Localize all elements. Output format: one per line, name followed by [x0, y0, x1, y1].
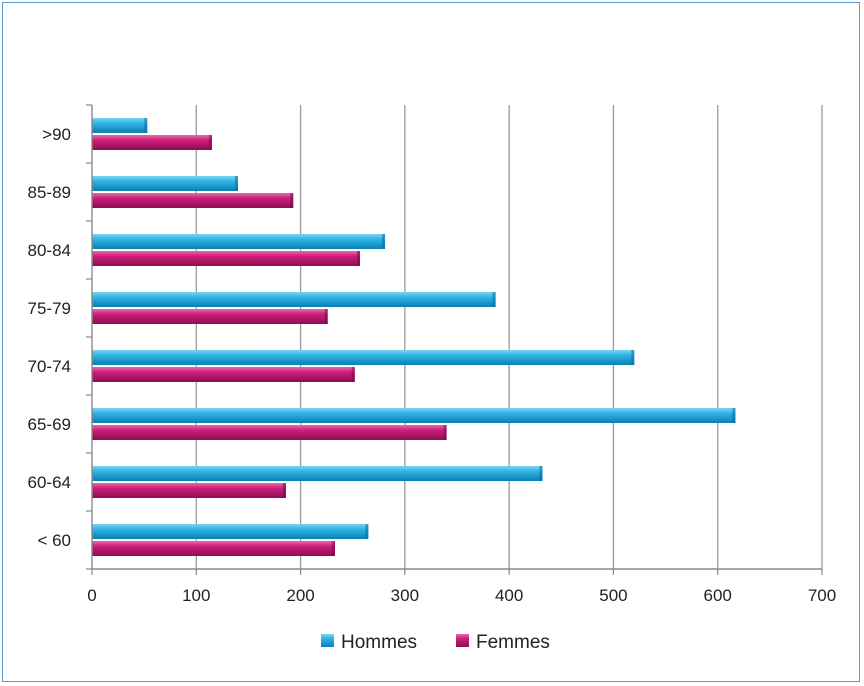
- x-tick-label-500: 500: [599, 586, 627, 605]
- bar-femmes-5: [92, 251, 361, 266]
- legend: Hommes Femmes: [321, 632, 550, 653]
- bar-cap-femmes-6: [290, 193, 294, 208]
- x-tick-label-100: 100: [182, 586, 210, 605]
- bar-cap-femmes-0: [331, 541, 335, 556]
- x-tick-label-400: 400: [495, 586, 523, 605]
- bar-femmes-7: [92, 135, 212, 150]
- bar-cap-hommes-7: [144, 118, 148, 133]
- axes: [86, 104, 823, 575]
- y-tick-label-7: >90: [42, 125, 71, 144]
- bar-femmes-0: [92, 541, 335, 556]
- bar-cap-femmes-2: [443, 425, 447, 440]
- legend-swatch-hommes: [321, 634, 334, 647]
- legend-swatch-femmes: [456, 634, 469, 647]
- bar-femmes-3: [92, 367, 355, 382]
- y-tick-label-3: 70-74: [28, 357, 71, 376]
- bar-femmes-6: [92, 193, 294, 208]
- x-tick-label-600: 600: [704, 586, 732, 605]
- bar-femmes-4: [92, 309, 328, 324]
- x-tick-label-300: 300: [391, 586, 419, 605]
- bar-cap-hommes-0: [365, 524, 369, 539]
- bar-cap-hommes-1: [539, 466, 543, 481]
- bar-hommes-1: [92, 466, 543, 481]
- bar-cap-femmes-4: [324, 309, 328, 324]
- bar-hommes-4: [92, 292, 496, 307]
- bar-cap-femmes-1: [282, 483, 286, 498]
- bar-cap-hommes-4: [492, 292, 496, 307]
- bar-cap-hommes-2: [732, 408, 736, 423]
- x-tick-labels: 0 100 200 300 400 500 600 700: [87, 586, 836, 605]
- bar-hommes-6: [92, 176, 238, 191]
- x-tick-label-0: 0: [87, 586, 96, 605]
- y-tick-label-6: 85-89: [28, 183, 71, 202]
- bars: [92, 118, 736, 556]
- bar-cap-femmes-7: [208, 135, 212, 150]
- x-tick-label-200: 200: [286, 586, 314, 605]
- bar-hommes-5: [92, 234, 386, 249]
- bar-chart: < 60 60-64 65-69 70-74 75-79 80-84 85-89 >90 0 1…: [28, 104, 836, 653]
- bar-femmes-1: [92, 483, 286, 498]
- y-tick-label-4: 75-79: [28, 299, 71, 318]
- y-tick-label-2: 65-69: [28, 415, 71, 434]
- legend-label-hommes: Hommes: [341, 632, 417, 653]
- y-tick-label-1: 60-64: [28, 473, 71, 492]
- gridlines: [195, 105, 823, 569]
- y-tick-labels: < 60 60-64 65-69 70-74 75-79 80-84 85-89 >90: [28, 125, 71, 550]
- x-tick-label-700: 700: [808, 586, 836, 605]
- bar-femmes-2: [92, 425, 447, 440]
- bar-cap-femmes-3: [351, 367, 355, 382]
- bar-hommes-7: [92, 118, 148, 133]
- bar-cap-femmes-5: [357, 251, 361, 266]
- bar-cap-hommes-5: [382, 234, 386, 249]
- bar-hommes-3: [92, 350, 635, 365]
- bar-hommes-2: [92, 408, 736, 423]
- y-tick-label-5: 80-84: [28, 241, 71, 260]
- legend-label-femmes: Femmes: [476, 632, 550, 653]
- y-tick-label-0: < 60: [37, 531, 71, 550]
- bar-cap-hommes-6: [235, 176, 238, 191]
- bar-cap-hommes-3: [631, 350, 635, 365]
- bar-hommes-0: [92, 524, 369, 539]
